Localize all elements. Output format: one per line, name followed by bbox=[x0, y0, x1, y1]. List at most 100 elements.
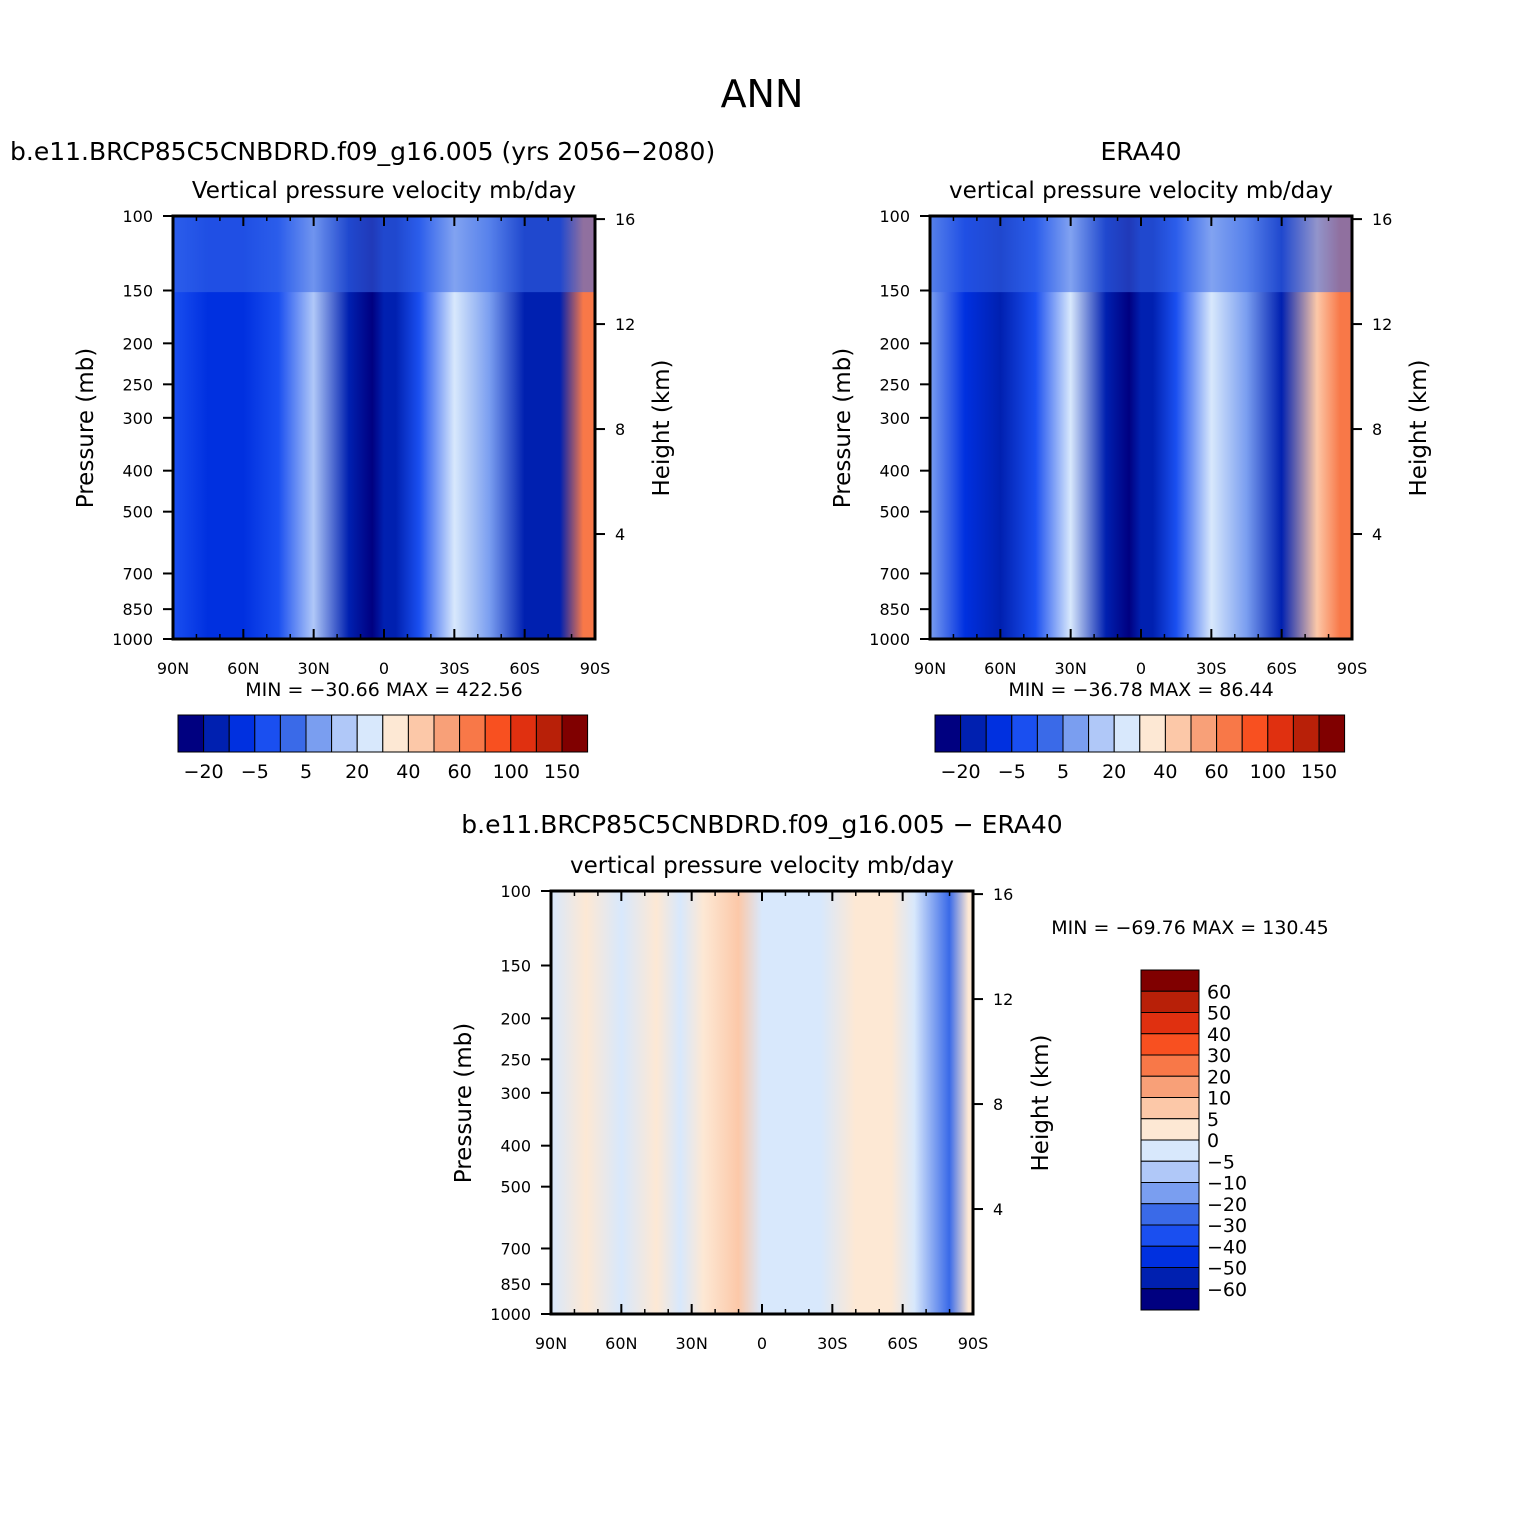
y-tick-label: 400 bbox=[879, 462, 910, 481]
colorbar-label: 40 bbox=[1207, 1024, 1231, 1046]
x-tick-label: 90N bbox=[914, 659, 946, 678]
x-tick-label: 60S bbox=[887, 1334, 918, 1353]
y2-tick-label: 16 bbox=[993, 885, 1013, 904]
colorbar-swatch bbox=[1140, 990, 1200, 1013]
y-tick-label: 700 bbox=[500, 1239, 531, 1258]
colorbar-label: 20 bbox=[345, 761, 369, 783]
colorbar-swatch bbox=[305, 714, 333, 753]
colorbar-label: −20 bbox=[184, 761, 224, 783]
x-tick-label: 90N bbox=[535, 1334, 567, 1353]
colorbar-swatch bbox=[1036, 714, 1064, 753]
colorbar-label: −30 bbox=[1207, 1215, 1247, 1237]
colorbar-label: −20 bbox=[941, 761, 981, 783]
colorbar-swatch bbox=[1113, 714, 1141, 753]
x-tick-label: 30S bbox=[439, 659, 470, 678]
y-tick-label: 250 bbox=[122, 375, 153, 394]
panel-model-colorbar: −20 −5 5 20 40 60 100 150 bbox=[177, 714, 589, 783]
colorbar-swatch bbox=[1140, 1054, 1200, 1077]
colorbar-swatch bbox=[1190, 714, 1218, 753]
x-tick-label: 30N bbox=[1055, 659, 1087, 678]
y2-tick-label: 12 bbox=[993, 990, 1013, 1009]
colorbar-swatch bbox=[1216, 714, 1243, 753]
colorbar-label: 60 bbox=[448, 761, 472, 783]
y-tick-label: 1000 bbox=[112, 630, 153, 649]
x-tick-label: 30S bbox=[1196, 659, 1227, 678]
y2-tick-label: 8 bbox=[1372, 420, 1382, 439]
colorbar-label: 150 bbox=[1301, 761, 1337, 783]
y2-tick-label: 16 bbox=[615, 210, 635, 229]
colorbar-swatch bbox=[1140, 1245, 1200, 1268]
colorbar-swatch bbox=[1140, 1267, 1200, 1290]
y-tick-label: 300 bbox=[500, 1084, 531, 1103]
panel-diff-ylabel: Pressure (mb) bbox=[451, 1023, 477, 1183]
panel-obs-y2label: Height (km) bbox=[1406, 359, 1432, 496]
panel-obs-axes: 90N 60N 30N 0 30S 60S 90S 100 150 200 250 300 400 500… bbox=[869, 207, 1392, 678]
colorbar-swatch bbox=[1140, 1182, 1200, 1205]
colorbar-swatch bbox=[1011, 714, 1038, 753]
y-tick-label: 850 bbox=[122, 600, 153, 619]
colorbar-label: −20 bbox=[1207, 1194, 1247, 1216]
x-tick-label: 0 bbox=[379, 659, 389, 678]
y-tick-label: 500 bbox=[122, 503, 153, 522]
panel-diff-y2label: Height (km) bbox=[1028, 1034, 1054, 1171]
panel-model-subtitle: Vertical pressure velocity mb/day bbox=[192, 178, 576, 204]
panel-diff-field bbox=[551, 891, 973, 1314]
colorbar-swatch bbox=[535, 714, 563, 753]
colorbar-swatch bbox=[177, 714, 205, 753]
y-tick-label: 100 bbox=[879, 207, 910, 226]
x-tick-label: 30N bbox=[298, 659, 330, 678]
colorbar-swatch bbox=[1140, 1224, 1200, 1247]
colorbar-swatch bbox=[561, 714, 589, 753]
y-tick-label: 1000 bbox=[490, 1305, 531, 1324]
colorbar-swatch bbox=[1140, 1203, 1200, 1226]
x-tick-label: 90S bbox=[580, 659, 611, 678]
upper-level-band bbox=[930, 216, 1352, 293]
panel-obs-overlays bbox=[930, 216, 1352, 293]
colorbar-swatch bbox=[484, 714, 512, 753]
colorbar-swatch bbox=[934, 714, 962, 753]
y2-tick-label: 8 bbox=[615, 420, 625, 439]
colorbar-label: −40 bbox=[1207, 1236, 1247, 1258]
colorbar-swatch bbox=[382, 714, 409, 753]
y-tick-label: 400 bbox=[500, 1137, 531, 1156]
colorbar-swatch bbox=[1062, 714, 1090, 753]
panel-diff-stats: MIN = −69.76 MAX = 130.45 bbox=[1051, 917, 1328, 939]
y2-tick-label: 4 bbox=[615, 525, 625, 544]
colorbar-label: 20 bbox=[1207, 1066, 1231, 1088]
panel-obs-stats: MIN = −36.78 MAX = 86.44 bbox=[1008, 679, 1273, 701]
x-tick-label: 60N bbox=[984, 659, 1016, 678]
colorbar-label: 50 bbox=[1207, 1003, 1231, 1025]
x-tick-label: 90S bbox=[1337, 659, 1368, 678]
colorbar-swatch bbox=[203, 714, 230, 753]
colorbar-swatch bbox=[254, 714, 281, 753]
panel-model-axes: 90N 60N 30N 0 30S 60S 90S 100 150 200 250 300 400 500… bbox=[112, 207, 635, 678]
colorbar-swatch bbox=[279, 714, 307, 753]
colorbar-label: −5 bbox=[998, 761, 1026, 783]
x-tick-label: 30S bbox=[817, 1334, 848, 1353]
panel-diff: b.e11.BRCP85C5CNBDRD.f09_g16.005 − ERA40… bbox=[451, 810, 1329, 1353]
colorbar-swatch bbox=[331, 714, 358, 753]
y2-tick-label: 12 bbox=[1372, 315, 1392, 334]
colorbar-swatch bbox=[1140, 1118, 1200, 1141]
colorbar-swatch bbox=[1139, 714, 1166, 753]
panel-model-overlays bbox=[173, 216, 595, 293]
colorbar-swatch bbox=[510, 714, 537, 753]
y2-tick-label: 12 bbox=[615, 315, 635, 334]
y-tick-label: 250 bbox=[879, 375, 910, 394]
y-tick-label: 100 bbox=[500, 882, 531, 901]
panel-model-title: b.e11.BRCP85C5CNBDRD.f09_g16.005 (yrs 20… bbox=[10, 137, 715, 166]
colorbar-swatch bbox=[1140, 1097, 1200, 1120]
panel-diff-title: b.e11.BRCP85C5CNBDRD.f09_g16.005 − ERA40 bbox=[461, 810, 1062, 839]
colorbar-swatch bbox=[1164, 714, 1192, 753]
panel-model: b.e11.BRCP85C5CNBDRD.f09_g16.005 (yrs 20… bbox=[10, 137, 715, 783]
colorbar-label: −10 bbox=[1207, 1173, 1247, 1195]
colorbar-swatch bbox=[1140, 1033, 1200, 1056]
colorbar-swatch bbox=[1140, 1012, 1200, 1035]
colorbar-swatch bbox=[1140, 1160, 1200, 1183]
figure-title: ANN bbox=[721, 72, 804, 116]
y-tick-label: 500 bbox=[879, 503, 910, 522]
y-tick-label: 1000 bbox=[869, 630, 910, 649]
colorbar-swatch bbox=[1318, 714, 1346, 753]
colorbar-label: 10 bbox=[1207, 1088, 1231, 1110]
